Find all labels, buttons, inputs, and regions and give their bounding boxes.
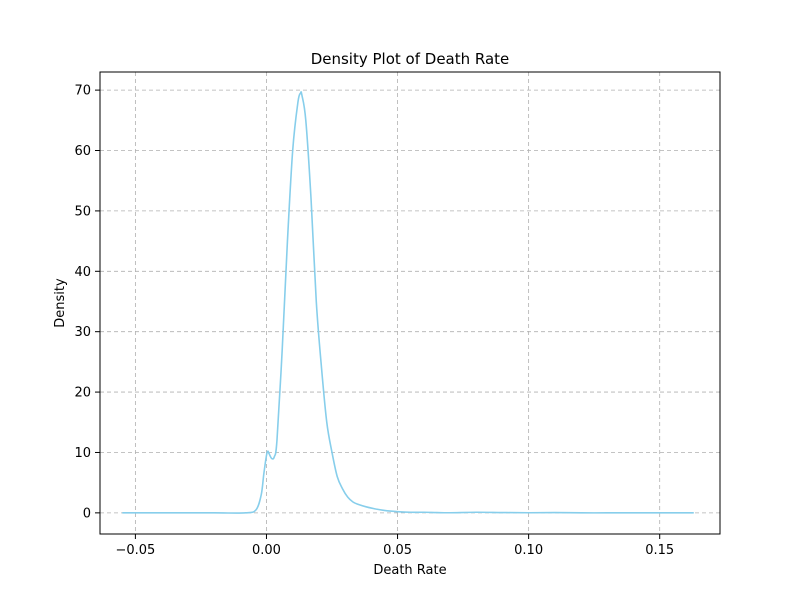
y-tick-label: 40 [74,265,91,280]
x-tick-label: 0.10 [514,543,543,558]
y-tick-label: 60 [74,144,91,159]
x-tick-label: 0.05 [383,543,412,558]
density-line [122,91,694,514]
y-axis-ticks: 0 10 20 30 40 50 60 70 [74,84,100,521]
x-tick-label: −0.05 [115,543,155,558]
y-tick-label: 50 [74,204,91,219]
x-tick-label: 0.00 [252,543,281,558]
x-tick-label: 0.15 [645,543,674,558]
y-tick-label: 30 [74,325,91,340]
x-axis-label: Death Rate [373,563,446,578]
y-axis-label: Density [53,278,68,328]
chart-title: Density Plot of Death Rate [311,50,510,68]
y-tick-label: 10 [74,446,91,461]
y-tick-label: 20 [74,386,91,401]
plot-frame [99,71,721,535]
x-axis-ticks: −0.05 0.00 0.05 0.10 0.15 [115,534,674,558]
y-tick-label: 70 [74,84,91,99]
grid-lines [100,72,720,534]
y-tick-label: 0 [83,506,91,521]
